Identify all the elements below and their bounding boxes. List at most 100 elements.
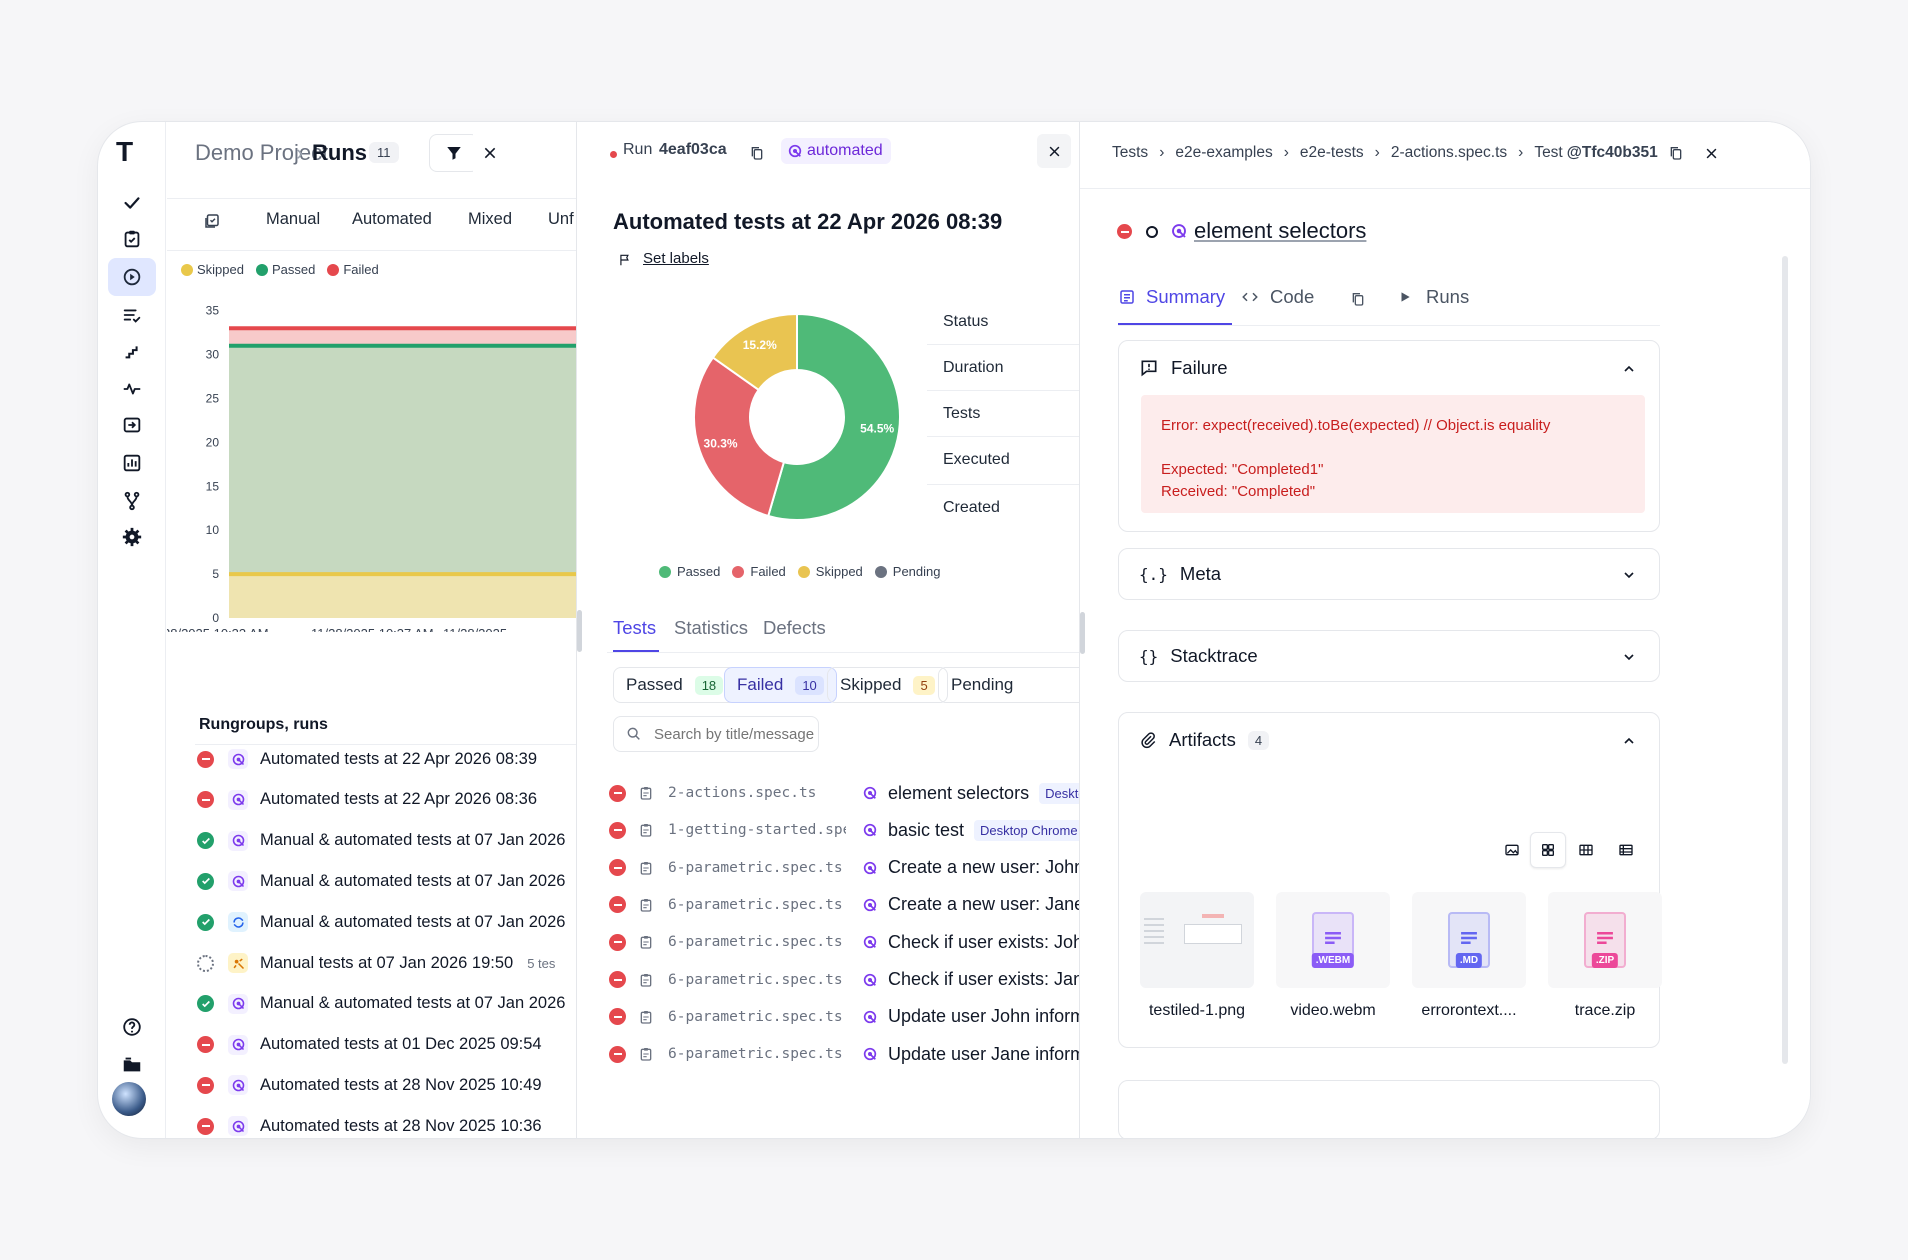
- select-runs-icon[interactable]: [203, 212, 221, 235]
- tab-manual[interactable]: Manual: [266, 210, 321, 228]
- artifact-name: errorontext....: [1421, 1002, 1517, 1019]
- sidebar: T: [98, 122, 166, 1138]
- runs-icon[interactable]: [108, 258, 156, 296]
- chevron-up-icon[interactable]: [1621, 361, 1637, 377]
- steps-icon[interactable]: [108, 332, 156, 370]
- automated-icon: [860, 970, 880, 990]
- chevron-up-icon[interactable]: [1621, 733, 1637, 749]
- chevron-down-icon[interactable]: [1621, 649, 1637, 665]
- filter-skipped[interactable]: Skipped 5: [827, 667, 948, 703]
- close-runs-button[interactable]: [473, 134, 507, 172]
- set-labels-link[interactable]: Set labels: [643, 250, 709, 267]
- avatar[interactable]: [112, 1082, 146, 1116]
- test-panel: Tests › e2e-examples › e2e-tests › 2-actions.s…: [1079, 122, 1810, 1138]
- run-row[interactable]: Manual & automated tests at 07 Jan 2026: [197, 912, 565, 933]
- image-view-icon[interactable]: [1494, 832, 1530, 868]
- test-search-input[interactable]: [654, 725, 814, 743]
- test-row[interactable]: 6-parametric.spec.ts Create a new user: J…: [609, 856, 1079, 880]
- run-row[interactable]: Manual & automated tests at 07 Jan 2026: [197, 993, 565, 1014]
- filter-failed[interactable]: Failed 10: [724, 667, 837, 703]
- test-title: Create a new user: Jane: [888, 894, 1079, 915]
- play-icon: [1401, 292, 1410, 302]
- run-row[interactable]: Automated tests at 22 Apr 2026 08:39: [197, 749, 537, 769]
- run-row[interactable]: Automated tests at 22 Apr 2026 08:36: [197, 789, 537, 810]
- list-check-icon[interactable]: [108, 296, 156, 334]
- filter-pending[interactable]: Pending: [938, 667, 1079, 703]
- test-row[interactable]: 6-parametric.spec.ts Update user Jane inf…: [609, 1042, 1079, 1066]
- pulse-icon[interactable]: [108, 370, 156, 408]
- artifact-card[interactable]: .WEBM video.webm: [1276, 892, 1390, 1020]
- filter-passed[interactable]: Passed 18: [613, 667, 737, 703]
- legend-swatch-pending: [874, 565, 887, 578]
- breadcrumb-item[interactable]: Tests: [1112, 144, 1149, 161]
- y-tick-label: 30: [206, 348, 220, 362]
- run-row[interactable]: Manual tests at 07 Jan 2026 19:50 5 tes: [197, 953, 555, 973]
- tab-defects[interactable]: Defects: [763, 617, 826, 638]
- scrollbar[interactable]: [1782, 256, 1788, 1064]
- artifacts-count: 4: [1247, 730, 1270, 750]
- artifact-card[interactable]: .MD errorontext....: [1412, 892, 1526, 1020]
- settings-icon[interactable]: [108, 518, 156, 556]
- tab-code[interactable]: Code: [1240, 286, 1314, 308]
- close-test-button[interactable]: [1704, 146, 1719, 161]
- help-icon[interactable]: [108, 1008, 156, 1046]
- failure-header[interactable]: Failure: [1139, 357, 1228, 379]
- breadcrumb-item[interactable]: e2e-examples: [1175, 144, 1273, 161]
- check-icon[interactable]: [108, 184, 156, 222]
- test-row[interactable]: 1-getting-started.spec.ts basic test Deskt…: [609, 818, 1079, 842]
- resize-handle[interactable]: [577, 610, 582, 652]
- chevron-down-icon[interactable]: [1621, 567, 1637, 583]
- branch-icon[interactable]: [108, 482, 156, 520]
- tab-tests[interactable]: Tests: [613, 617, 657, 638]
- meta-section[interactable]: {.} Meta: [1118, 548, 1660, 600]
- close-run-button[interactable]: [1037, 134, 1071, 168]
- tab-summary[interactable]: Summary: [1118, 286, 1225, 308]
- run-row[interactable]: Automated tests at 01 Dec 2025 09:54: [197, 1034, 542, 1055]
- run-type-badge: automated: [781, 138, 891, 164]
- copy-icon[interactable]: [1668, 144, 1684, 162]
- tab-automated[interactable]: Automated: [352, 210, 432, 228]
- stacktrace-section[interactable]: {} Stacktrace: [1118, 630, 1660, 682]
- run-row[interactable]: Automated tests at 28 Nov 2025 10:49: [197, 1075, 542, 1096]
- x-tick-label: 11/28/2025: [443, 626, 507, 632]
- breadcrumb-item[interactable]: e2e-tests: [1299, 144, 1364, 161]
- copy-code-icon[interactable]: [1350, 290, 1366, 313]
- test-row[interactable]: 2-actions.spec.ts element selectors Deskto…: [609, 781, 1079, 805]
- tab-statistics[interactable]: Statistics: [674, 617, 749, 638]
- manual-icon: [228, 953, 248, 973]
- pie-label: 54.5%: [860, 421, 894, 435]
- test-row[interactable]: 6-parametric.spec.ts Update user John inf…: [609, 1005, 1079, 1029]
- import-icon[interactable]: [108, 406, 156, 444]
- copy-icon[interactable]: [749, 144, 765, 167]
- run-row[interactable]: Automated tests at 28 Nov 2025 10:36: [197, 1116, 542, 1137]
- test-title[interactable]: element selectors: [1194, 218, 1367, 243]
- chart-legend: Skipped Passed Failed: [181, 262, 379, 277]
- breadcrumb-item[interactable]: 2-actions.spec.ts: [1390, 144, 1508, 161]
- tab-mixed[interactable]: Mixed: [468, 210, 513, 228]
- filter-button[interactable]: [429, 134, 479, 172]
- analytics-icon[interactable]: [108, 444, 156, 482]
- test-search-box[interactable]: [613, 716, 819, 752]
- tab-unfinished[interactable]: Unf: [548, 210, 574, 228]
- passed-status-icon: [197, 832, 214, 850]
- run-row[interactable]: Manual & automated tests at 07 Jan 2026: [197, 871, 565, 892]
- resize-handle-test[interactable]: [1080, 612, 1085, 654]
- artifact-card[interactable]: .ZIP trace.zip: [1548, 892, 1662, 1020]
- folder-icon[interactable]: [108, 1046, 156, 1084]
- test-title: Update user Jane information: [888, 1043, 1079, 1064]
- breadcrumb-project[interactable]: Demo Project: [195, 140, 329, 165]
- legend-passed: Passed: [271, 262, 316, 277]
- run-row[interactable]: Manual & automated tests at 07 Jan 2026: [197, 830, 565, 851]
- artifacts-header[interactable]: Artifacts 4: [1139, 729, 1270, 751]
- test-row[interactable]: 6-parametric.spec.ts Create a new user: J…: [609, 893, 1079, 917]
- tab-code-label: Code: [1270, 286, 1315, 307]
- tab-runs[interactable]: Runs: [1398, 286, 1469, 308]
- test-row[interactable]: 6-parametric.spec.ts Check if user exists…: [609, 968, 1079, 992]
- list-view-icon[interactable]: [1606, 832, 1646, 868]
- artifact-card[interactable]: testiled-1.png: [1140, 892, 1254, 1020]
- test-row[interactable]: 6-parametric.spec.ts Check if user exists…: [609, 930, 1079, 954]
- grid-view-icon[interactable]: [1530, 832, 1566, 868]
- tab-summary-label: Summary: [1146, 286, 1226, 307]
- table-view-icon[interactable]: [1566, 832, 1606, 868]
- clipboard-icon[interactable]: [108, 220, 156, 258]
